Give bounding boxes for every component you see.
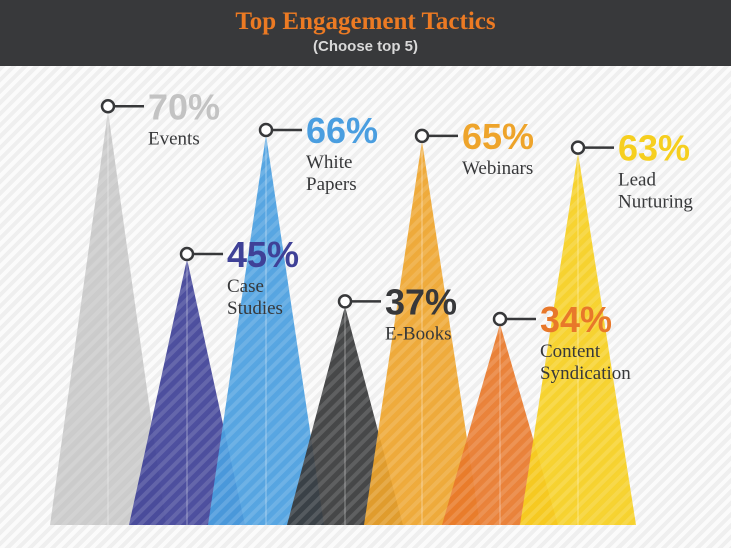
chart-title: Top Engagement Tactics bbox=[235, 8, 496, 35]
marker-dot-white-papers bbox=[258, 122, 274, 138]
category-label-events: Events bbox=[148, 128, 200, 149]
category-label-webinars: Webinars bbox=[462, 158, 533, 179]
category-label-white-papers: Papers bbox=[306, 174, 357, 195]
value-label-content-syndication: 34% bbox=[540, 299, 612, 340]
marker-dot-content-syndication bbox=[492, 311, 508, 327]
peak-hatch-white-papers bbox=[208, 134, 324, 525]
value-label-webinars: 65% bbox=[462, 116, 534, 157]
peak-hatch-lead-nurturing bbox=[520, 152, 636, 526]
peaks-group bbox=[50, 111, 636, 526]
peak-hatch-events bbox=[50, 111, 166, 526]
peak-hatch-case-studies bbox=[129, 259, 245, 525]
category-label-lead-nurturing: Lead bbox=[618, 170, 656, 191]
category-label-e-books: E-Books bbox=[385, 323, 452, 344]
value-label-lead-nurturing: 63% bbox=[618, 128, 690, 169]
marker-dot-case-studies bbox=[179, 246, 195, 262]
category-label-lead-nurturing: Nurturing bbox=[618, 192, 693, 213]
category-label-case-studies: Studies bbox=[227, 298, 283, 319]
value-label-e-books: 37% bbox=[385, 281, 457, 322]
marker-dot-webinars bbox=[414, 128, 430, 144]
value-label-case-studies: 45% bbox=[227, 234, 299, 275]
value-label-events: 70% bbox=[148, 86, 220, 127]
chart-subtitle: (Choose top 5) bbox=[313, 38, 418, 55]
category-label-content-syndication: Content bbox=[540, 341, 601, 362]
category-label-white-papers: White bbox=[306, 152, 352, 173]
category-label-content-syndication: Syndication bbox=[540, 363, 631, 384]
marker-dot-e-books bbox=[337, 294, 353, 309]
peak-hatch-webinars bbox=[364, 140, 480, 525]
category-label-case-studies: Case bbox=[227, 276, 264, 297]
marker-dot-events bbox=[100, 99, 116, 114]
value-label-white-papers: 66% bbox=[306, 110, 378, 151]
marker-dot-lead-nurturing bbox=[570, 140, 586, 155]
header-bar: Top Engagement Tactics (Choose top 5) bbox=[0, 0, 731, 66]
